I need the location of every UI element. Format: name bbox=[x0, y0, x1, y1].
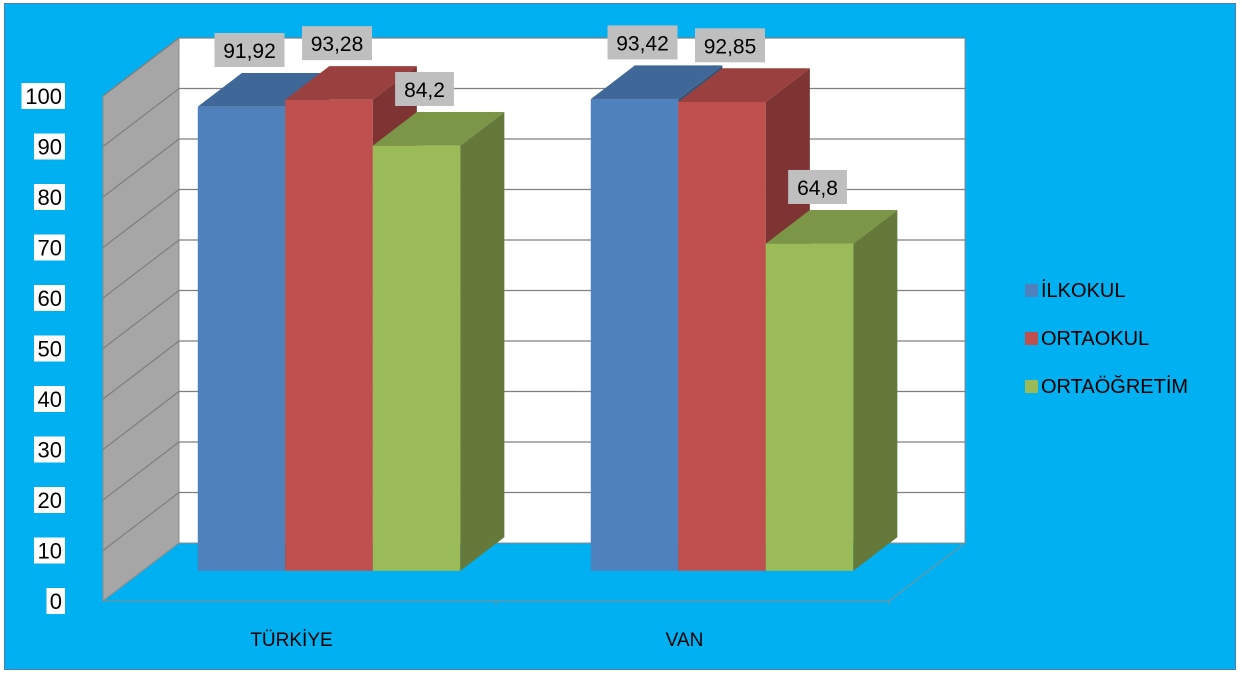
y-tick-label-bg bbox=[34, 436, 65, 463]
y-tick-label: 30 bbox=[38, 438, 62, 463]
data-label-bg bbox=[214, 33, 285, 68]
bar-side bbox=[853, 209, 898, 571]
bar-side bbox=[460, 111, 505, 571]
y-tick-label: 10 bbox=[38, 539, 62, 564]
y-tick-label: 50 bbox=[38, 337, 62, 362]
bar bbox=[678, 101, 766, 571]
y-tick-label: 80 bbox=[38, 185, 62, 210]
category-label: VAN bbox=[666, 630, 704, 651]
y-tick-label: 70 bbox=[38, 236, 62, 261]
data-label: 64,8 bbox=[797, 177, 838, 200]
data-label: 93,28 bbox=[311, 33, 364, 56]
y-tick-label-bg bbox=[34, 133, 65, 160]
legend-swatch bbox=[1025, 380, 1038, 393]
y-tick-label: 60 bbox=[38, 286, 62, 311]
y-tick-label: 40 bbox=[38, 387, 62, 412]
bar bbox=[372, 145, 461, 571]
data-label-bg bbox=[788, 169, 847, 204]
legend-label: İLKOKUL bbox=[1041, 279, 1125, 302]
data-label-bg bbox=[695, 28, 766, 63]
bar bbox=[285, 99, 373, 571]
y-tick-label-bg bbox=[34, 487, 65, 513]
y-tick-label-bg bbox=[34, 184, 65, 210]
y-tick-label: 100 bbox=[25, 84, 62, 109]
y-tick-label-bg bbox=[34, 234, 65, 261]
bar bbox=[590, 99, 679, 571]
data-label: 92,85 bbox=[704, 35, 757, 58]
y-tick-label-bg bbox=[46, 588, 65, 614]
data-label: 84,2 bbox=[404, 79, 445, 102]
y-tick-label-bg bbox=[34, 537, 65, 564]
bars bbox=[197, 65, 898, 571]
legend: İLKOKUL ORTAOKUL ORTAÖĞRETİM bbox=[1025, 279, 1188, 398]
y-tick-label-bg bbox=[34, 335, 65, 362]
bar-top bbox=[372, 111, 505, 146]
chart-frame: 0 10 20 30 40 50 60 70 80 90 100 91,92 93,28 84,2 93,… bbox=[4, 3, 1236, 670]
y-tick-label-bg bbox=[34, 386, 65, 412]
y-tick-label: 90 bbox=[38, 135, 62, 160]
bar-top bbox=[197, 73, 330, 107]
bar-chart: 0 10 20 30 40 50 60 70 80 90 100 91,92 93,28 84,2 93,… bbox=[21, 25, 1188, 651]
bar bbox=[765, 243, 854, 571]
y-tick-label: 20 bbox=[38, 488, 62, 513]
bar-top bbox=[590, 65, 723, 100]
bar bbox=[197, 106, 286, 571]
y-tick-label: 0 bbox=[50, 589, 62, 614]
data-label: 93,42 bbox=[616, 32, 669, 55]
bar-top bbox=[285, 66, 417, 100]
legend-swatch bbox=[1025, 332, 1038, 345]
bar-top bbox=[678, 68, 810, 102]
category-labels: TÜRKİYE VAN bbox=[250, 630, 703, 651]
data-label-bg bbox=[607, 25, 678, 60]
bar-top bbox=[765, 209, 898, 244]
legend-swatch bbox=[1025, 284, 1038, 297]
data-label: 91,92 bbox=[223, 40, 276, 63]
legend-label: ORTAÖĞRETİM bbox=[1041, 375, 1188, 398]
data-labels: 91,92 93,28 84,2 93,42 92,85 64,8 bbox=[214, 25, 847, 204]
data-label-bg bbox=[302, 26, 373, 61]
category-label: TÜRKİYE bbox=[250, 630, 332, 651]
y-tick-label-bg bbox=[21, 83, 65, 109]
y-tick-label-bg bbox=[34, 285, 65, 311]
data-label-bg bbox=[395, 71, 454, 106]
y-axis-ticks: 0 10 20 30 40 50 60 70 80 90 100 bbox=[21, 83, 65, 614]
legend-label: ORTAOKUL bbox=[1041, 328, 1149, 350]
